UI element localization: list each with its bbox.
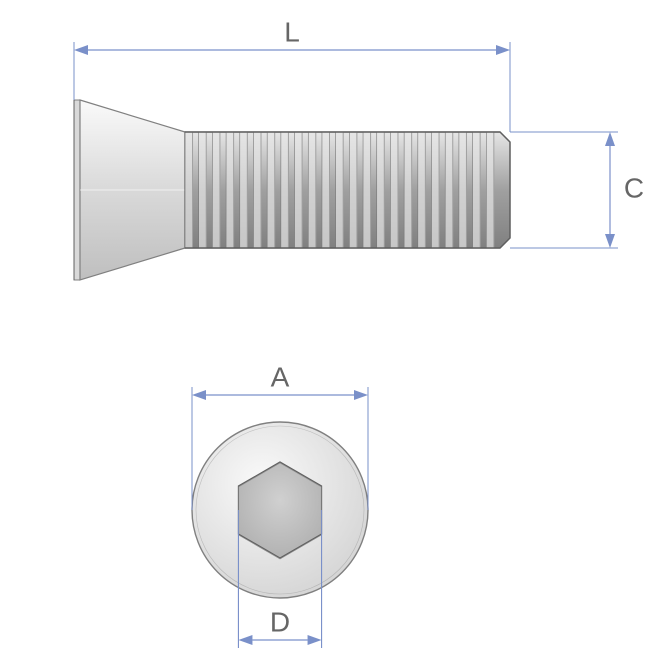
screw-top-view bbox=[192, 422, 368, 598]
dimension-label-A: A bbox=[271, 361, 290, 392]
technical-diagram: L C A D bbox=[0, 0, 670, 670]
dimension-label-D: D bbox=[270, 606, 290, 637]
dimension-label-C: C bbox=[624, 172, 644, 203]
screw-side-view bbox=[74, 100, 510, 280]
dimension-label-L: L bbox=[284, 16, 300, 47]
